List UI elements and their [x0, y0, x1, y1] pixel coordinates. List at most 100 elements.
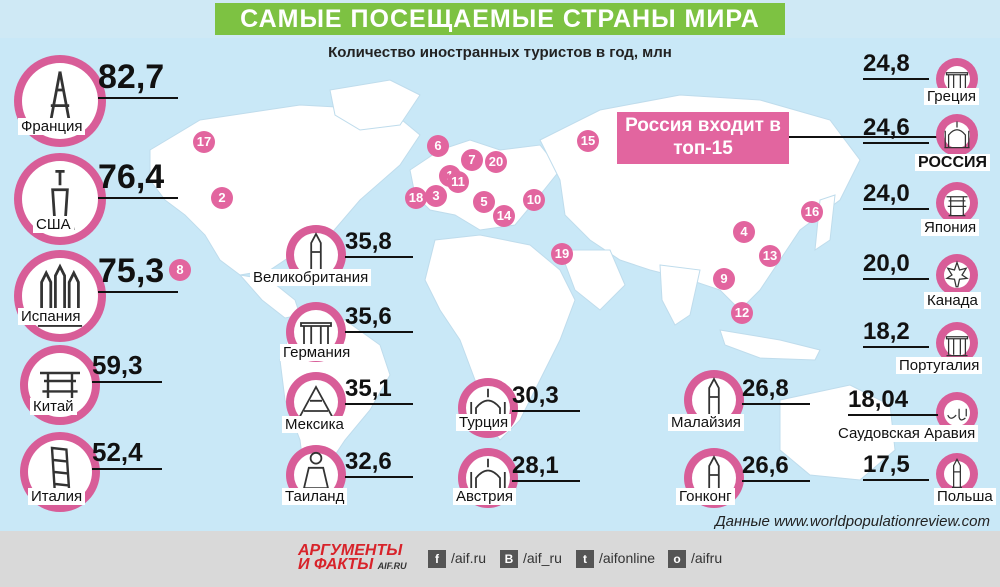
country-label: Турция — [456, 414, 512, 431]
country-label: Франция — [18, 118, 86, 135]
church-icon — [470, 458, 506, 497]
country-label: Канада — [924, 292, 981, 309]
map-marker: 3 — [425, 185, 447, 207]
page-title: САМЫЕ ПОСЕЩАЕМЫЕ СТРАНЫ МИРА — [215, 3, 785, 35]
sagrada-familia-icon — [37, 263, 83, 327]
facebook-icon: f — [428, 550, 446, 569]
country-label: Мексика — [282, 416, 347, 433]
country-value: 18,04 — [848, 386, 938, 416]
country-value: 82,7 — [98, 58, 178, 99]
country-ring-inner — [944, 262, 970, 288]
country-label: Греция — [924, 88, 980, 105]
map-marker: 15 — [577, 130, 599, 152]
country-label: Португалия — [896, 357, 983, 374]
castle-icon — [945, 336, 969, 357]
map-marker: 11 — [447, 171, 469, 193]
country-label: Малайзия — [668, 414, 744, 431]
aif-logo[interactable]: АРГУМЕНТЫ И ФАКТЫ AIF.RU — [298, 542, 407, 573]
country-ring — [14, 250, 106, 342]
country-ring — [936, 114, 978, 156]
country-value: 26,6 — [742, 452, 810, 482]
country-value: 20,0 — [863, 250, 929, 280]
country-ring — [936, 254, 978, 296]
vk-icon: B — [500, 550, 518, 569]
source-note: Данные www.worldpopulationreview.com — [715, 513, 990, 530]
statue-of-liberty-icon — [45, 170, 75, 230]
map-marker: 16 — [801, 201, 823, 223]
country-label: Гонконг — [676, 488, 735, 505]
country-label: РОССИЯ — [915, 154, 991, 171]
map-marker: 8 — [169, 259, 191, 281]
social-handle: /aif.ru — [451, 550, 487, 566]
social-handle: /aifru — [691, 550, 723, 566]
brandenburg-gate-icon — [300, 322, 332, 351]
country-value: 18,2 — [863, 318, 929, 348]
country-value: 59,3 — [92, 350, 162, 383]
social-link[interactable]: B/aif_ru — [500, 550, 562, 569]
country-value: 75,3 — [98, 252, 178, 293]
subtitle: Количество иностранных туристов в год, м… — [328, 44, 672, 61]
country-ring — [14, 153, 106, 245]
map-marker: 2 — [211, 187, 233, 209]
country-label: Саудовская Аравия — [835, 425, 979, 442]
country-ring-inner — [944, 190, 970, 216]
map-marker: 18 — [405, 187, 427, 209]
russia-callout-line — [789, 136, 939, 138]
map-marker: 9 — [713, 268, 735, 290]
pagoda-icon — [40, 371, 80, 411]
map-marker: 19 — [551, 243, 573, 265]
country-value: 24,8 — [863, 50, 929, 80]
map-marker: 5 — [473, 191, 495, 213]
map-marker: 20 — [485, 151, 507, 173]
riyal-icon — [947, 408, 967, 421]
country-value: 28,1 — [512, 452, 580, 482]
country-value: 35,6 — [345, 303, 413, 333]
map-marker: 12 — [731, 302, 753, 324]
map-marker: 6 — [427, 135, 449, 157]
country-label: Австрия — [453, 488, 517, 505]
map-marker: 14 — [493, 205, 515, 227]
country-value: 24,0 — [863, 180, 929, 210]
logo-line-2: И ФАКТЫ — [298, 556, 374, 573]
country-ring — [936, 182, 978, 224]
logo-site: AIF.RU — [377, 561, 407, 571]
kremlin-cathedral-icon — [944, 121, 970, 149]
country-label: Таиланд — [282, 488, 348, 505]
russia-callout: Россия входит в топ-15 — [617, 112, 789, 164]
map-marker: 17 — [193, 131, 215, 153]
country-label: Германия — [280, 344, 354, 361]
eiffel-tower-icon — [46, 71, 74, 132]
country-label: Китай — [30, 398, 77, 415]
torii-gate-icon — [946, 196, 968, 217]
country-ring-inner — [944, 461, 970, 487]
country-value: 32,6 — [345, 448, 413, 478]
country-value: 30,3 — [512, 382, 580, 412]
logo-line-1: АРГУМЕНТЫ — [298, 542, 403, 559]
odnoklassniki-icon: o — [668, 550, 686, 569]
palace-tower-icon — [951, 457, 963, 489]
country-value: 26,8 — [742, 375, 810, 405]
country-value: 24,6 — [863, 114, 929, 144]
social-link[interactable]: t/aifonline — [576, 550, 656, 569]
country-value: 35,1 — [345, 375, 413, 405]
country-value: 35,8 — [345, 228, 413, 258]
country-value: 52,4 — [92, 437, 162, 470]
map-marker: 4 — [733, 221, 755, 243]
greek-column-icon — [945, 72, 969, 93]
country-label: Великобритания — [250, 269, 372, 286]
country-value: 76,4 — [98, 158, 178, 199]
map-marker: 10 — [523, 189, 545, 211]
social-handle: /aifonline — [599, 550, 656, 566]
country-label: Испания — [18, 308, 84, 325]
country-label: Польша — [934, 488, 996, 505]
map-marker: 7 — [461, 149, 483, 171]
country-label: Италия — [28, 488, 86, 505]
social-link[interactable]: o/aifru — [668, 550, 723, 569]
twitter-icon: t — [576, 550, 594, 569]
map-marker: 13 — [759, 245, 781, 267]
social-handle: /aif_ru — [523, 550, 562, 566]
country-value: 17,5 — [863, 451, 929, 481]
country-label: Япония — [921, 219, 980, 236]
maple-leaf-icon — [945, 260, 969, 288]
social-link[interactable]: f/aif.ru — [428, 550, 487, 569]
